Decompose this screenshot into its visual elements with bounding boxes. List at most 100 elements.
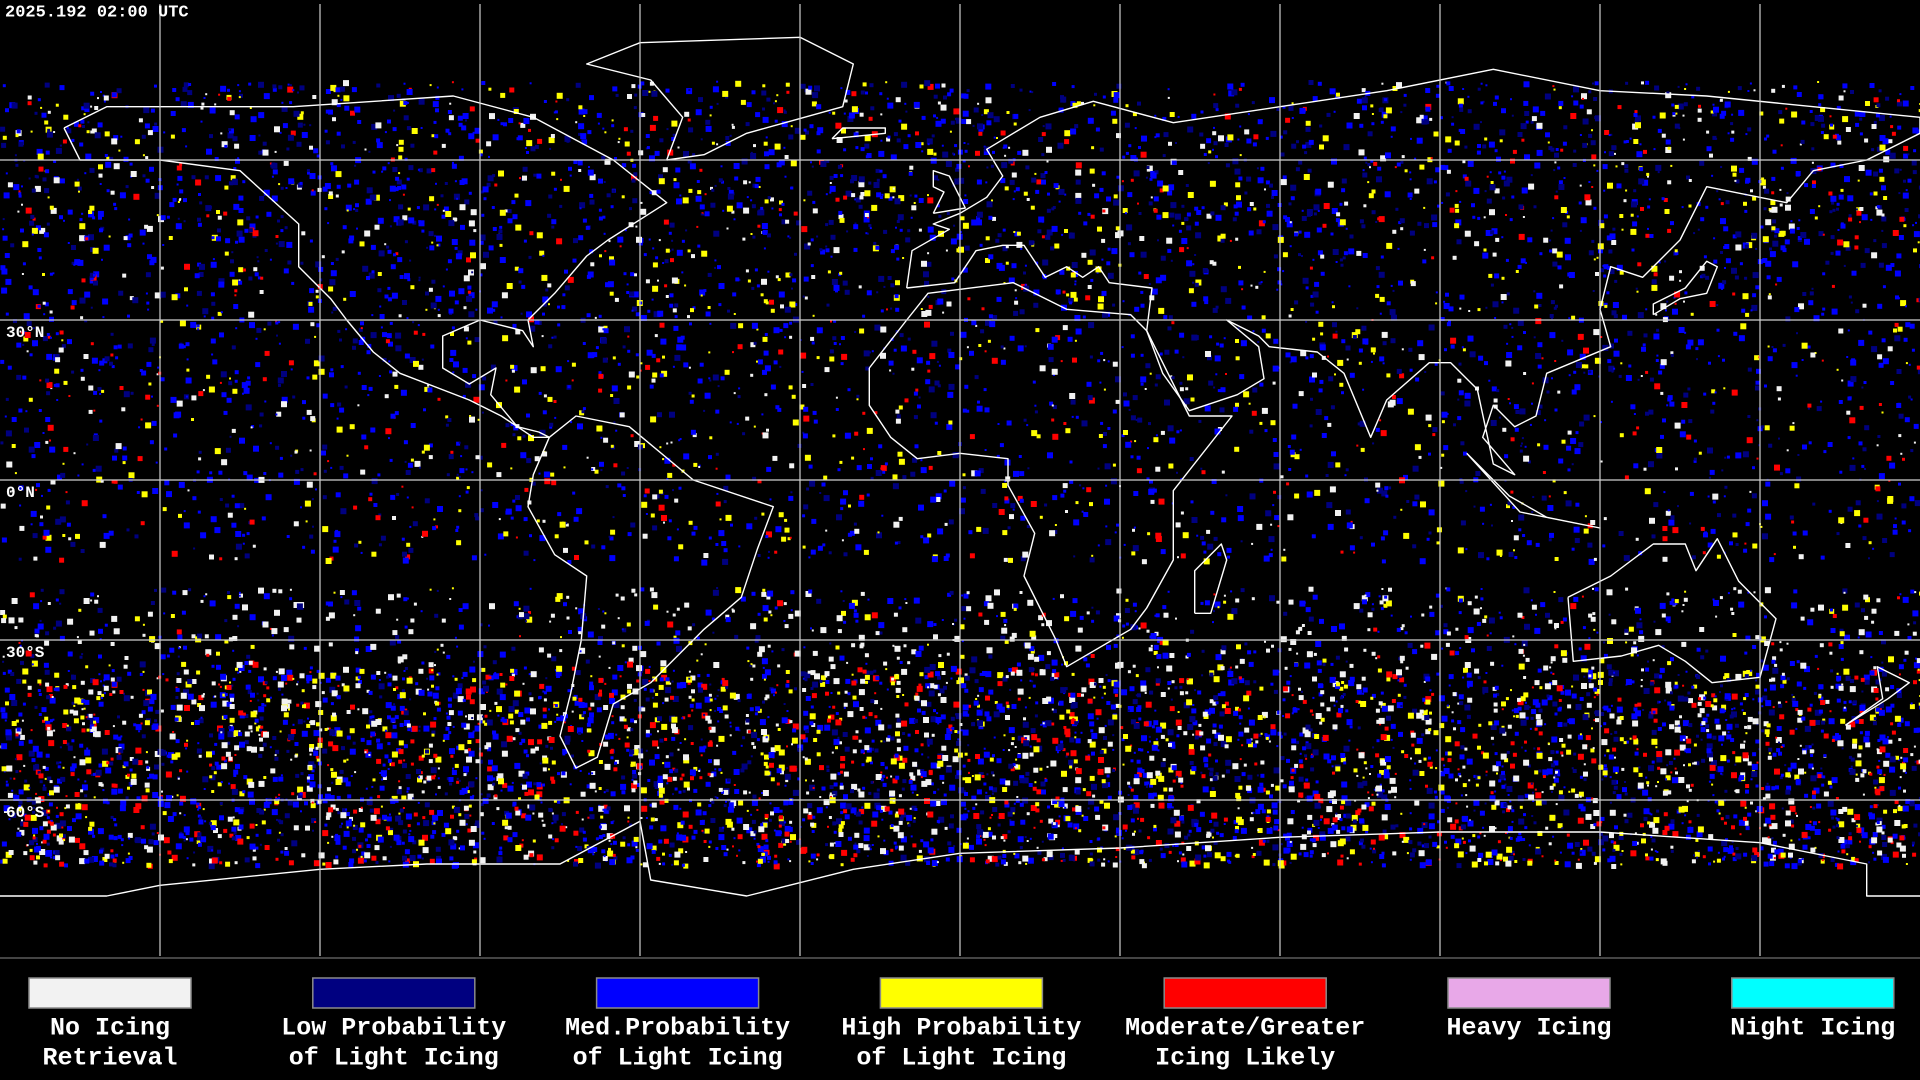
icing-pixel — [1479, 832, 1482, 835]
icing-pixel — [209, 763, 213, 767]
icing-pixel — [824, 671, 830, 677]
icing-pixel — [182, 835, 186, 839]
icing-pixel — [1567, 718, 1572, 723]
icing-pixel — [688, 725, 694, 731]
icing-pixel — [1128, 785, 1131, 788]
icing-pixel — [880, 740, 883, 743]
icing-pixel — [110, 677, 115, 682]
icing-pixel — [892, 778, 898, 784]
icing-pixel — [32, 837, 38, 843]
icing-pixel — [1439, 723, 1445, 729]
icing-pixel — [1891, 730, 1896, 735]
icing-pixel — [328, 727, 331, 730]
icing-pixel — [1426, 787, 1433, 794]
icing-pixel — [1089, 741, 1096, 748]
icing-pixel — [967, 758, 971, 762]
icing-pixel — [146, 766, 151, 771]
icing-pixel — [430, 721, 437, 728]
icing-pixel — [1670, 845, 1674, 849]
icing-pixel — [1495, 861, 1500, 866]
icing-pixel — [1643, 752, 1647, 757]
icing-pixel — [39, 826, 44, 831]
icing-pixel — [1104, 802, 1110, 809]
icing-pixel — [1787, 767, 1792, 772]
icing-pixel — [654, 818, 658, 822]
icing-pixel — [1209, 772, 1214, 777]
icing-pixel — [1563, 809, 1570, 816]
icing-pixel — [1127, 805, 1133, 810]
icing-pixel — [244, 857, 250, 863]
icing-pixel — [977, 694, 980, 697]
icing-pixel — [632, 749, 639, 756]
icing-pixel — [67, 745, 73, 751]
icing-pixel — [239, 791, 245, 797]
icing-pixel — [683, 863, 689, 869]
icing-pixel — [1845, 675, 1851, 681]
icing-pixel — [1341, 681, 1345, 684]
icing-pixel — [62, 740, 67, 744]
icing-pixel — [645, 817, 648, 819]
icing-pixel — [907, 733, 911, 737]
icing-pixel — [514, 709, 519, 714]
icing-pixel — [1192, 733, 1195, 736]
icing-pixel — [627, 683, 632, 689]
icing-pixel — [964, 673, 968, 677]
icing-pixel — [1541, 799, 1547, 805]
icing-pixel — [1186, 846, 1192, 851]
icing-pixel — [263, 808, 266, 811]
icing-pixel — [584, 844, 589, 849]
icing-pixel — [1187, 678, 1193, 685]
icing-pixel — [211, 766, 216, 771]
icing-pixel — [632, 773, 638, 779]
icing-pixel — [803, 808, 809, 814]
icing-pixel — [1708, 780, 1711, 783]
icing-pixel — [937, 755, 942, 759]
icing-pixel — [1804, 771, 1807, 774]
icing-pixel — [280, 774, 283, 777]
icing-pixel — [191, 699, 197, 705]
icing-pixel — [1340, 854, 1344, 858]
icing-pixel — [956, 827, 962, 833]
icing-pixel — [714, 710, 717, 712]
icing-pixel — [1533, 747, 1536, 750]
icing-pixel — [1674, 767, 1677, 770]
icing-pixel — [103, 685, 109, 691]
icing-pixel — [129, 757, 134, 761]
icing-pixel — [370, 814, 377, 821]
icing-pixel — [343, 685, 350, 692]
icing-pixel — [984, 844, 987, 847]
icing-pixel — [1579, 733, 1582, 736]
icing-pixel — [948, 823, 954, 829]
icing-pixel — [1768, 709, 1775, 716]
icing-pixel — [672, 696, 679, 702]
icing-pixel — [254, 722, 257, 725]
icing-pixel — [731, 827, 735, 831]
icing-pixel — [916, 794, 919, 796]
icing-pixel — [1537, 747, 1541, 751]
icing-pixel — [1310, 755, 1314, 759]
icing-pixel — [1534, 680, 1540, 686]
icing-pixel — [1471, 861, 1478, 868]
icing-pixel — [272, 736, 277, 740]
icing-pixel — [792, 789, 799, 796]
icing-pixel — [964, 792, 968, 796]
icing-pixel — [697, 682, 703, 688]
icing-pixel — [1519, 805, 1523, 809]
icing-pixel — [1474, 668, 1480, 674]
icing-pixel — [2, 671, 6, 675]
icing-pixel — [1160, 734, 1165, 739]
icing-pixel — [770, 811, 774, 816]
icing-pixel — [217, 834, 222, 839]
icing-pixel — [711, 800, 715, 804]
icing-pixel — [1552, 680, 1558, 686]
icing-pixel — [210, 750, 215, 755]
icing-pixel — [1008, 668, 1013, 672]
icing-pixel — [1015, 758, 1018, 761]
icing-pixel — [1698, 697, 1701, 701]
icing-pixel — [127, 671, 132, 676]
icing-pixel — [1071, 672, 1075, 676]
icing-pixel — [1740, 800, 1747, 807]
icing-pixel — [1681, 822, 1684, 825]
icing-pixel — [1766, 782, 1769, 785]
icing-pixel — [93, 717, 100, 724]
